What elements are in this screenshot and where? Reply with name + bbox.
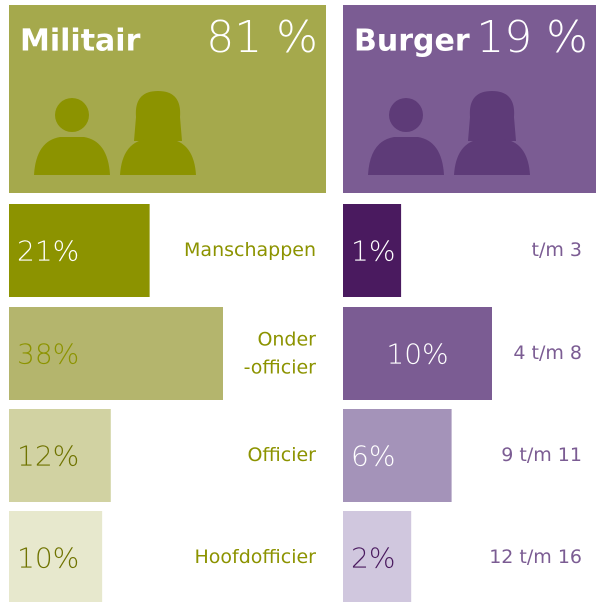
- category-label: Onder -officier: [244, 328, 317, 378]
- panel-total: 19 %: [476, 12, 588, 63]
- category-label: Hoofdofficier: [194, 546, 316, 568]
- category-label: Officier: [247, 444, 316, 466]
- category-label: 12 t/m 16: [489, 546, 582, 568]
- bar: [9, 409, 111, 502]
- value-label: 12%: [17, 440, 79, 473]
- value-label: 21%: [17, 235, 79, 268]
- value-label: 10%: [17, 542, 79, 575]
- bar: [343, 409, 452, 502]
- bar: [343, 204, 402, 297]
- bar: [9, 204, 150, 297]
- value-label: 38%: [17, 338, 79, 371]
- bar: [9, 511, 103, 602]
- panel-title: Burger: [354, 24, 470, 59]
- category-label: Manschappen: [184, 239, 316, 261]
- value-label: 6%: [351, 440, 395, 473]
- bar: [343, 511, 412, 602]
- value-label: 1%: [351, 235, 395, 268]
- value-label: 2%: [351, 542, 395, 575]
- category-label: 9 t/m 11: [501, 444, 582, 466]
- value-label: 10%: [386, 338, 448, 371]
- category-label: t/m 3: [532, 239, 583, 261]
- category-label: 4 t/m 8: [513, 342, 582, 364]
- panel-title: Militair: [20, 24, 141, 59]
- panel-total: 81 %: [206, 12, 318, 63]
- bar: [343, 307, 492, 400]
- bar: [9, 307, 223, 400]
